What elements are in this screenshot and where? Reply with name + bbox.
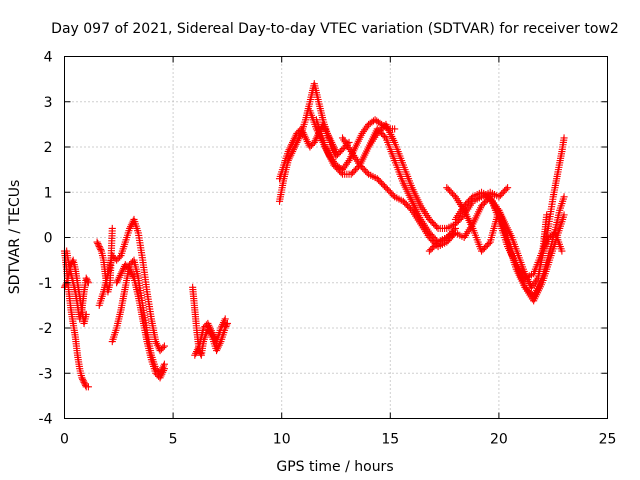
x-axis-label: GPS time / hours xyxy=(276,459,393,475)
data-point xyxy=(84,383,92,391)
series-seg-n xyxy=(338,134,460,251)
series-seg-g xyxy=(113,261,168,382)
series-seg-c xyxy=(63,247,92,323)
y-axis-ticks: -4 -3 -2 -1 0 1 2 3 4 xyxy=(39,50,608,428)
y-tick-label: -2 xyxy=(39,321,53,337)
y-tick-label: -3 xyxy=(39,366,53,382)
y-tick-label: -4 xyxy=(39,412,53,428)
y-tick-label: -1 xyxy=(39,276,53,292)
data-point xyxy=(160,365,168,373)
data-point xyxy=(560,134,568,142)
data-point xyxy=(504,184,512,192)
y-tick-label: 2 xyxy=(44,140,53,156)
data-point xyxy=(560,193,568,201)
x-tick-label: 5 xyxy=(169,432,178,448)
data-point xyxy=(560,211,568,219)
x-axis-ticks: 0 5 10 15 20 25 xyxy=(60,56,617,448)
x-tick-label: 10 xyxy=(273,432,291,448)
data-point xyxy=(84,279,92,287)
series-seg-e xyxy=(95,215,168,355)
data-point xyxy=(160,342,168,350)
x-tick-label: 15 xyxy=(381,432,399,448)
y-tick-label: 0 xyxy=(44,231,53,247)
x-tick-label: 0 xyxy=(60,432,69,448)
data-point xyxy=(108,224,116,232)
x-tick-label: 25 xyxy=(599,432,617,448)
grid xyxy=(64,56,608,419)
series-seg-t xyxy=(536,134,568,269)
y-tick-label: 4 xyxy=(44,50,53,66)
series-seg-h xyxy=(189,283,231,359)
y-tick-label: 3 xyxy=(44,95,53,111)
series-seg-i xyxy=(191,315,229,359)
y-tick-label: 1 xyxy=(44,185,53,201)
data-point xyxy=(558,247,566,255)
data-point xyxy=(391,125,399,133)
data-point xyxy=(223,319,231,328)
y-axis-label: SDTVAR / TECUs xyxy=(7,180,23,295)
chart-title: Day 097 of 2021, Sidereal Day-to-day VTE… xyxy=(51,21,619,37)
x-tick-label: 20 xyxy=(490,432,508,448)
data-point xyxy=(221,315,229,323)
